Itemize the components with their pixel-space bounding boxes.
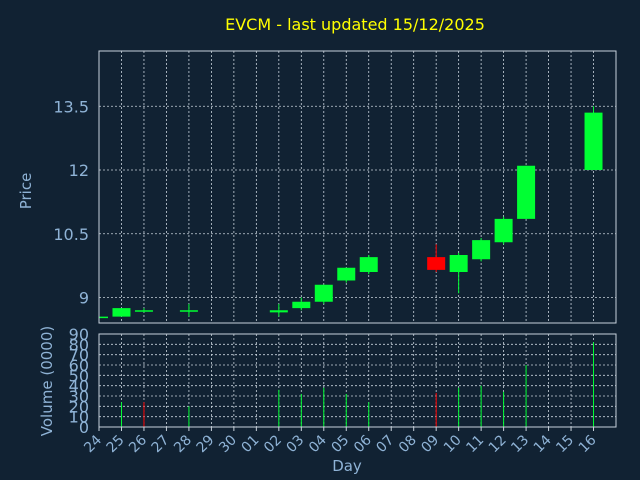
x-tick-label: 12 <box>486 432 510 456</box>
candle-body <box>112 308 131 317</box>
x-tick-label: 14 <box>531 432 555 456</box>
x-tick-label: 27 <box>149 432 173 456</box>
price-panel-frame <box>98 50 617 324</box>
chart-title: EVCM - last updated 15/12/2025 <box>225 15 485 34</box>
x-tick-label: 26 <box>126 432 150 456</box>
x-axis-label: Day <box>332 457 362 475</box>
volume-axis-label: Volume (0000) <box>38 326 56 436</box>
x-tick-label: 07 <box>373 432 397 456</box>
candle-body <box>314 284 333 302</box>
x-tick-label: 11 <box>463 432 487 456</box>
x-tick-label: 28 <box>171 432 195 456</box>
candles-layer <box>99 106 603 319</box>
x-tick-label: 15 <box>553 432 577 456</box>
volume-tick-label: 10 <box>69 408 89 427</box>
axes-frame <box>98 50 617 431</box>
x-tick-label: 01 <box>239 432 263 456</box>
price-tick-label: 13.5 <box>53 97 89 116</box>
price-tick-label: 12 <box>69 161 89 180</box>
x-tick-label: 05 <box>328 432 352 456</box>
x-tick-label: 08 <box>396 432 420 456</box>
candle-body <box>134 310 153 312</box>
x-tick-label: 06 <box>351 432 375 456</box>
tick-labels: 2425262728293001020304050607080910111213… <box>53 97 599 456</box>
volume-tick-label: 30 <box>69 387 89 406</box>
candle-body <box>269 310 288 313</box>
x-tick-label: 13 <box>508 432 532 456</box>
x-tick-label: 03 <box>284 432 308 456</box>
x-tick-label: 10 <box>441 432 465 456</box>
candle-body <box>517 165 536 219</box>
volume-tick-label: 80 <box>69 335 89 354</box>
volume-tick-label: 0 <box>79 418 89 437</box>
candle-body <box>494 218 513 243</box>
volume-tick-label: 60 <box>69 356 89 375</box>
candle-body <box>584 112 603 170</box>
price-tick-label: 9 <box>79 289 89 308</box>
x-tick-label: 02 <box>261 432 285 456</box>
candle-body <box>292 301 311 309</box>
candle-body <box>179 310 198 312</box>
candle-body <box>449 255 468 272</box>
x-tick-label: 30 <box>216 432 240 456</box>
x-tick-label: 09 <box>418 432 442 456</box>
volume-bars-layer <box>120 342 595 427</box>
x-tick-label: 29 <box>194 432 218 456</box>
price-tick-label: 10.5 <box>53 225 89 244</box>
x-tick-label: 25 <box>104 432 128 456</box>
volume-tick-label: 20 <box>69 397 89 416</box>
candle-body <box>427 257 446 270</box>
volume-grid <box>98 333 616 428</box>
x-tick-label: 16 <box>576 432 600 456</box>
volume-panel-frame <box>98 333 617 428</box>
candle-body <box>337 267 356 281</box>
candle-body <box>99 316 108 319</box>
price-grid <box>98 51 616 323</box>
price-axis-label: Price <box>17 173 35 210</box>
candle-body <box>359 257 378 272</box>
volume-tick-label: 90 <box>69 325 89 344</box>
volume-tick-label: 40 <box>69 377 89 396</box>
volume-tick-label: 70 <box>69 346 89 365</box>
volume-tick-label: 50 <box>69 366 89 385</box>
x-tick-label: 04 <box>306 432 330 456</box>
candle-body <box>472 240 491 260</box>
